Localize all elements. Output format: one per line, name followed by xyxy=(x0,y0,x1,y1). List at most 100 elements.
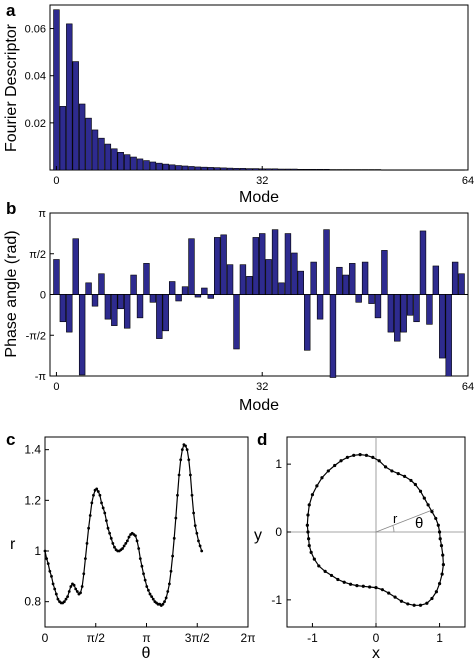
panel-a-bar xyxy=(426,169,433,171)
panel-c-frame xyxy=(44,436,249,628)
panel-d-point xyxy=(355,584,359,588)
panel-c-ytick-label: 1.4 xyxy=(24,443,41,457)
panel-d-point xyxy=(441,553,445,557)
panel-c-point xyxy=(121,547,124,550)
panel-b-bar xyxy=(291,252,298,295)
panel-b-bar xyxy=(98,273,105,295)
panel-d-ytick-label: -1 xyxy=(271,593,282,607)
panel-a-xlabel: Mode xyxy=(239,189,279,206)
panel-c-point xyxy=(83,557,87,560)
panel-a-bar xyxy=(130,156,137,171)
panel-d-point xyxy=(317,564,321,568)
panel-d-point xyxy=(440,572,444,576)
panel-b-bar xyxy=(66,294,73,333)
panel-a-bar xyxy=(162,163,169,171)
panel-b-bar xyxy=(271,229,279,295)
panel-d-point xyxy=(345,455,349,459)
panel-c-point xyxy=(62,600,66,604)
panel-d-point xyxy=(329,573,334,578)
panel-c-point xyxy=(51,582,55,586)
panel-a-bar xyxy=(188,166,195,171)
panel-d-annotation-theta: θ xyxy=(415,515,423,532)
panel-d-point xyxy=(436,523,440,527)
panel-c-xtick-label: π xyxy=(142,631,150,645)
panel-a-bar xyxy=(361,169,369,171)
panel-b-bar xyxy=(265,259,272,295)
panel-b-bar xyxy=(226,264,234,295)
panel-d-point xyxy=(430,510,434,514)
panel-a-bar xyxy=(458,169,465,171)
panel-c-point xyxy=(109,536,113,540)
panel-a-bar xyxy=(233,168,240,171)
panel-d-point xyxy=(342,580,346,584)
panel-b-bar xyxy=(278,282,285,295)
panel-a-xtick-label: 32 xyxy=(256,175,268,187)
panel-d-xtick-label: 0 xyxy=(373,631,380,645)
panel-b-bar xyxy=(143,263,150,295)
panel-c-point xyxy=(180,448,184,452)
panel-a-bar xyxy=(265,168,272,171)
panel-c-point xyxy=(108,531,112,535)
panel-b-ytick-label: 0 xyxy=(40,290,46,302)
panel-b-bar xyxy=(374,294,382,319)
panel-c-point xyxy=(127,535,131,539)
panel-a-bar xyxy=(432,169,440,171)
panel-c-point xyxy=(135,539,139,543)
panel-d-xtick-label: 1 xyxy=(436,631,443,645)
panel-c-point xyxy=(134,534,137,538)
panel-b-bar xyxy=(123,294,131,329)
panel-c-point xyxy=(179,458,183,462)
panel-c-point xyxy=(192,511,196,515)
panel-d-point xyxy=(409,478,413,483)
panel-d-point xyxy=(326,469,330,473)
panel-c-point xyxy=(100,501,103,505)
panel-c-point xyxy=(56,597,60,601)
panel-d-point xyxy=(396,472,400,476)
panel-a-bar xyxy=(136,158,144,171)
panel-a-bar xyxy=(451,169,459,171)
panel-a-bar xyxy=(252,168,259,171)
panel-b-bar xyxy=(91,294,99,307)
panel-b-xlabel: Mode xyxy=(239,397,279,414)
panel-d-point xyxy=(323,569,327,573)
panel-b-bar xyxy=(104,294,112,320)
panel-c-point xyxy=(50,574,53,578)
panel-c-point xyxy=(146,588,150,592)
panel-d-point xyxy=(438,537,442,541)
panel-d-point xyxy=(305,523,309,527)
panel-b-bar xyxy=(304,294,311,351)
panel-b-bar xyxy=(59,294,67,323)
panel-b-bar xyxy=(329,294,337,378)
panel-c-point xyxy=(95,487,99,491)
panel-b-bar xyxy=(85,282,92,295)
panel-a-bar xyxy=(445,169,452,171)
panel-d-point xyxy=(333,463,337,468)
panel-d-point xyxy=(426,503,430,507)
panel-a-bar xyxy=(117,152,124,171)
panel-c-point xyxy=(187,458,191,462)
panel-c-point xyxy=(140,564,144,568)
panel-c-point xyxy=(151,597,155,601)
panel-c-point xyxy=(88,514,92,517)
panel-d-point xyxy=(380,588,384,592)
panel-b-bar xyxy=(194,294,202,298)
panel-b-bar xyxy=(175,294,182,302)
panel-c-point xyxy=(87,526,91,530)
panel-b-bar xyxy=(445,294,452,377)
panel-a-bar xyxy=(278,168,285,171)
panel-d-point xyxy=(310,493,315,497)
panel-b-bar xyxy=(394,294,401,342)
panel-c-point xyxy=(138,557,142,560)
panel-d-point xyxy=(312,557,316,561)
panel-a-bar xyxy=(406,169,414,171)
panel-c-point xyxy=(167,582,171,586)
panel-a-bar xyxy=(168,164,176,171)
panel-c-point xyxy=(122,544,126,548)
panel-d-point xyxy=(307,503,311,507)
panel-d-point xyxy=(412,603,416,607)
panel-b-bar xyxy=(117,294,124,310)
panel-d-point xyxy=(309,550,313,554)
panel-b-bar xyxy=(136,294,144,319)
panel-d-point xyxy=(434,590,438,594)
